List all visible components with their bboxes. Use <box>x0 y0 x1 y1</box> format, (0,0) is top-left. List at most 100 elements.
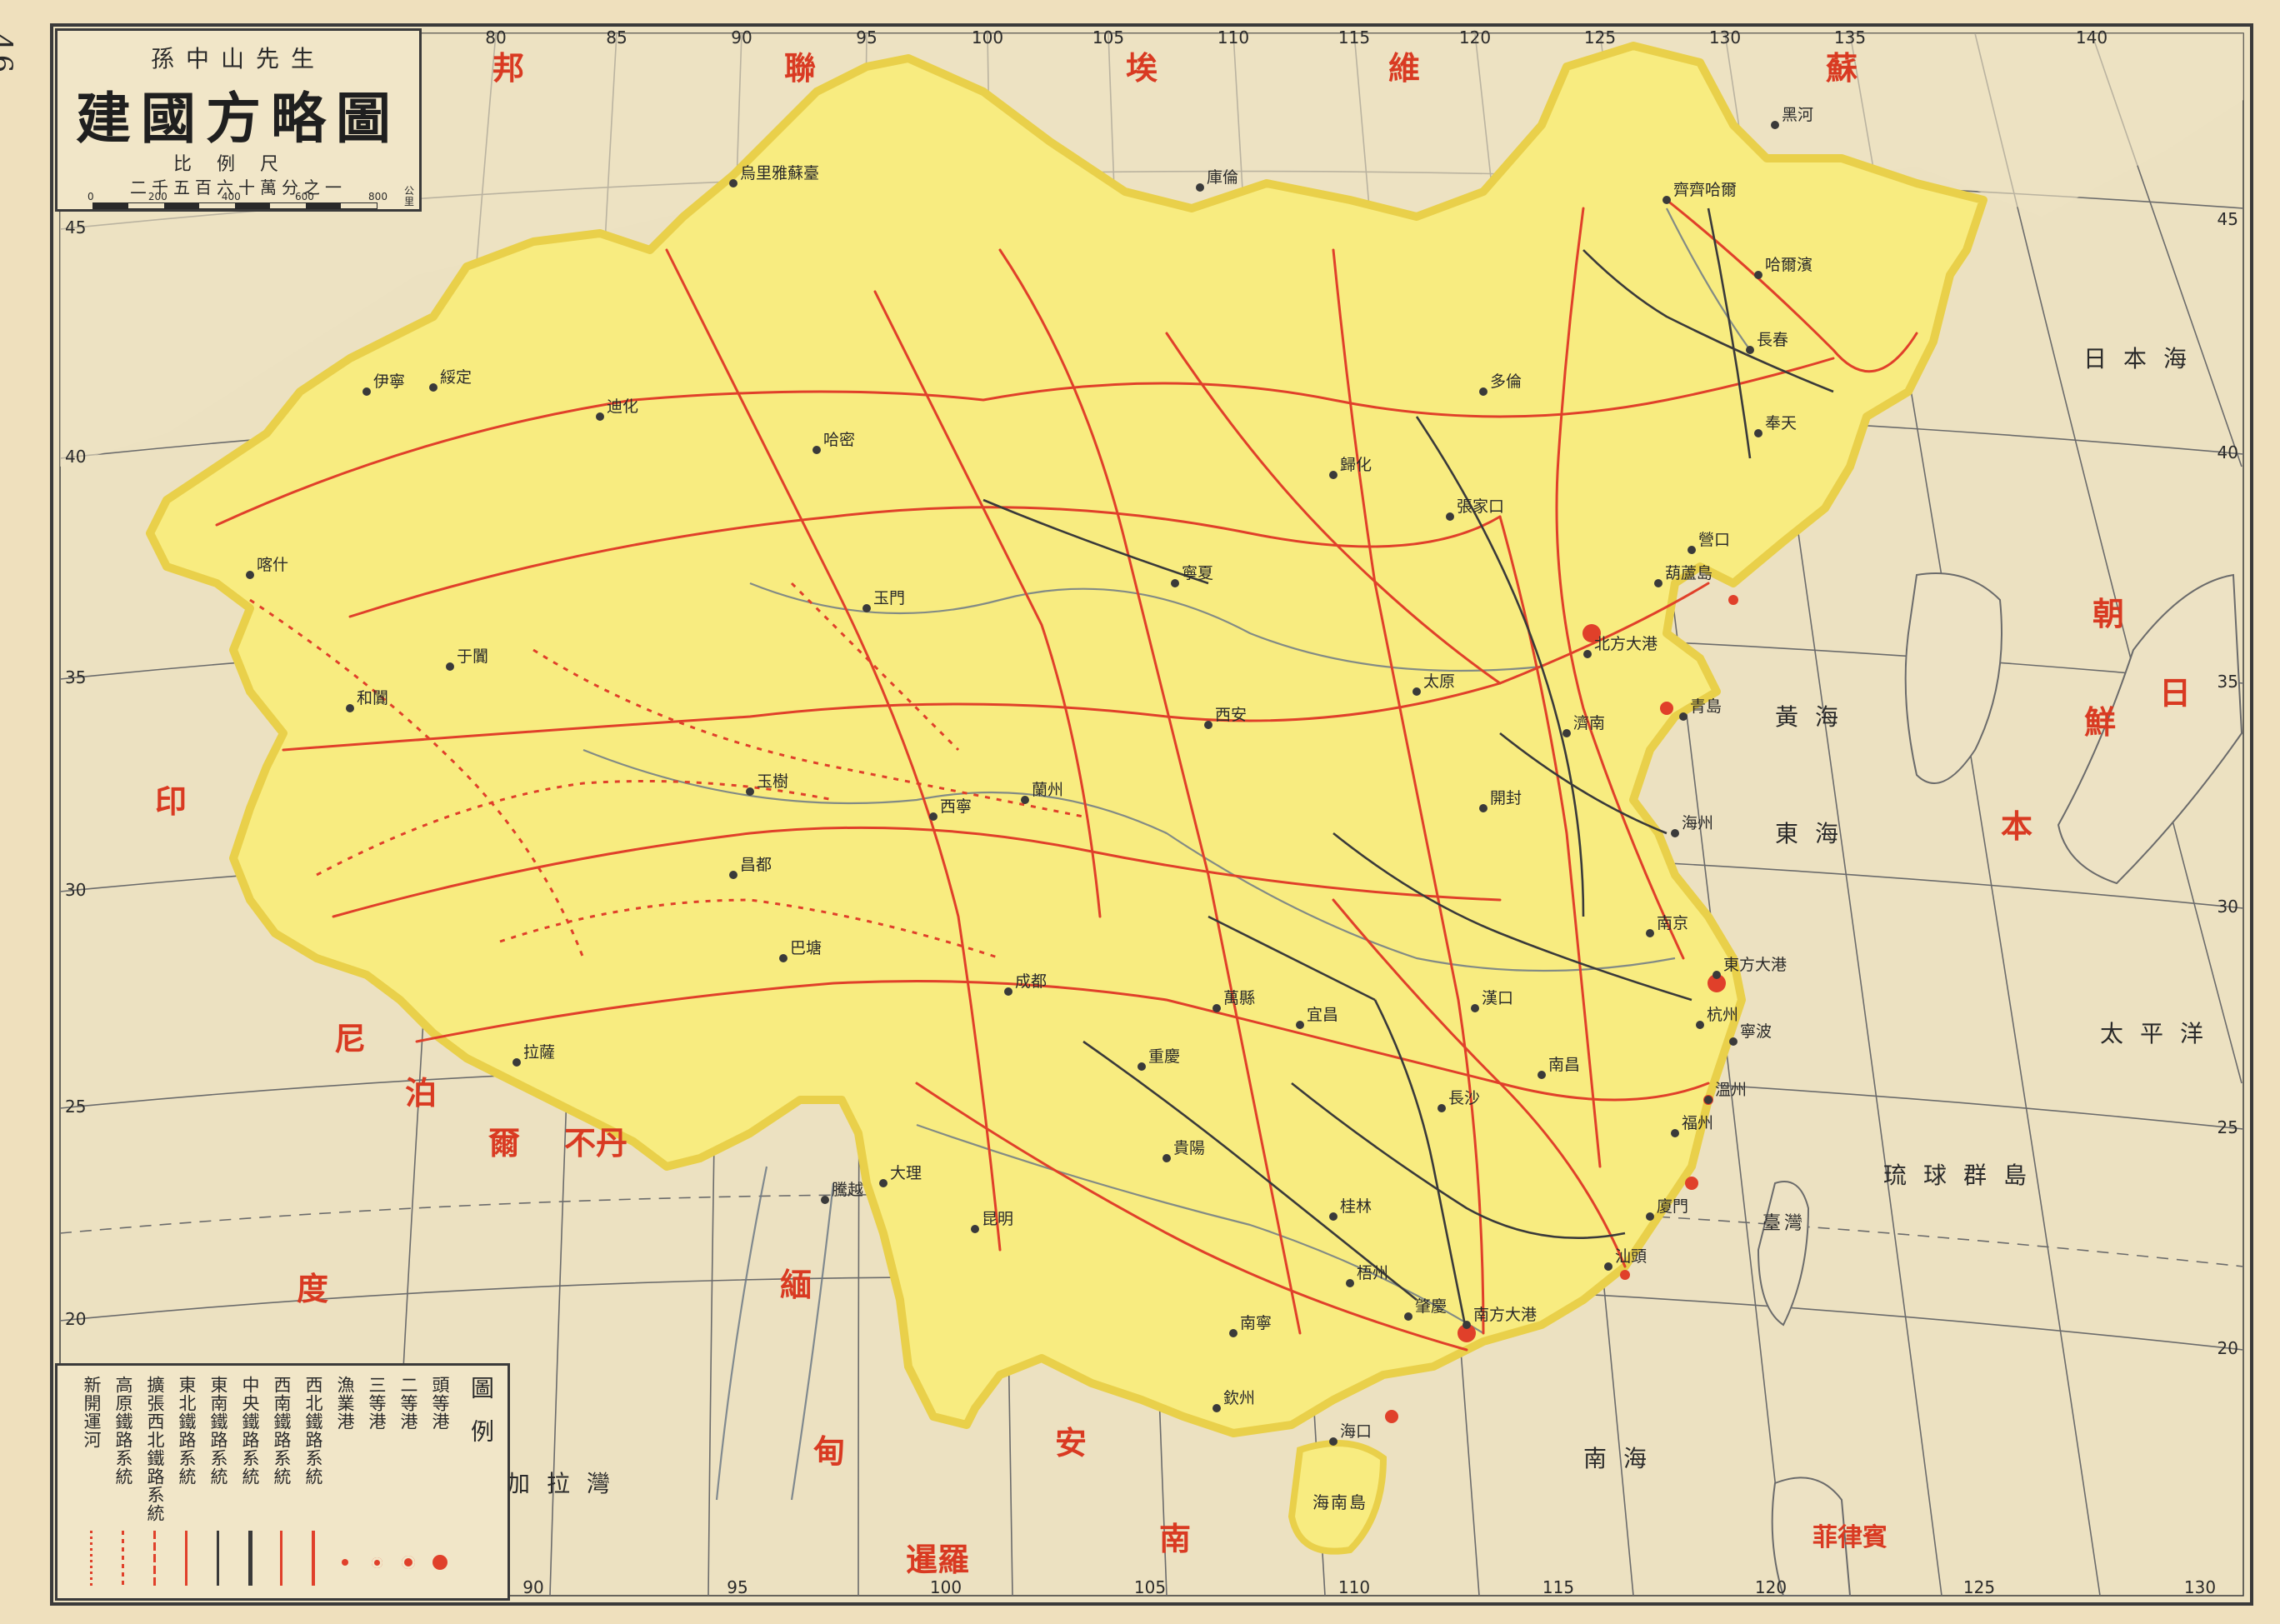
city-yingkou: 營口 <box>1688 531 1730 554</box>
city-kaifeng: 開封 <box>1479 789 1522 812</box>
legend-label: 頭等港 <box>430 1376 450 1431</box>
city-fuzhou: 福州 <box>1671 1114 1713 1137</box>
city-name: 寧夏 <box>1182 564 1213 582</box>
city-chongqing: 重慶 <box>1138 1047 1180 1071</box>
city-qingdao: 青島 <box>1679 697 1722 721</box>
city-marker <box>929 812 938 821</box>
city-name: 蘭州 <box>1032 781 1063 799</box>
lon-top-2: 90 <box>731 27 752 47</box>
city-lanzhou: 蘭州 <box>1021 781 1063 804</box>
label-philippines: 菲律賓 <box>1812 1523 1888 1552</box>
legend-item-rail-se: 東南鐵路系統 <box>202 1372 234 1589</box>
city-name: 開封 <box>1490 789 1522 807</box>
city-marker <box>1171 579 1179 587</box>
title-author: 孫中山先生 <box>150 45 326 72</box>
city-name: 和闐 <box>357 689 388 707</box>
city-marker <box>1212 1404 1221 1412</box>
label-nepal-3: 爾 <box>488 1124 520 1162</box>
legend-label: 東南鐵路系統 <box>208 1376 228 1486</box>
city-marker <box>1754 271 1762 279</box>
city-qiqihar: 齊齊哈爾 <box>1662 181 1737 204</box>
port-second-2 <box>1685 1177 1698 1190</box>
city-marker <box>1729 1037 1738 1046</box>
city-marker <box>346 704 354 712</box>
lat-left-5: 20 <box>65 1309 86 1329</box>
city-marker <box>879 1179 888 1187</box>
city-lhasa: 拉薩 <box>512 1043 555 1067</box>
city-marker <box>246 571 254 579</box>
city-name: 東方大港 <box>1723 956 1787 974</box>
city-marker <box>1754 429 1762 437</box>
city-name: 欽州 <box>1223 1389 1255 1407</box>
city-name: 營口 <box>1698 531 1730 549</box>
label-soviet-3: 埃 <box>1126 49 1158 87</box>
neighbor-labels: 蘇 維 埃 聯 邦 朝 鮮 日 本 印 度 尼 泊 爾 不丹 緬 甸 安 南 暹… <box>155 49 2191 1578</box>
land-hainan <box>1288 1440 1388 1555</box>
city-haikou: 海口 <box>1329 1422 1372 1446</box>
city-wanxian: 萬縣 <box>1212 989 1255 1012</box>
label-nepal-1: 尼 <box>334 1020 366 1057</box>
legend-label: 東北鐵路系統 <box>177 1376 197 1486</box>
title-box: 孫中山先生 建國方略圖 比例尺 二千五百六十萬分之一 0 200 400 600… <box>55 28 422 212</box>
label-annam-1: 安 <box>1055 1424 1087 1462</box>
city-wulumuqi: 烏里雅蘇臺 <box>729 164 819 187</box>
city-kunming: 昆明 <box>971 1210 1013 1233</box>
city-marker <box>971 1225 979 1233</box>
scale-tick-labels: 0 200 400 600 800 <box>88 191 388 202</box>
city-wenzhou: 溫州 <box>1704 1081 1747 1104</box>
label-nepal-2: 泊 <box>405 1074 437 1112</box>
city-name: 太原 <box>1423 672 1455 691</box>
label-korea-1: 朝 <box>2092 595 2124 632</box>
city-name: 福州 <box>1682 1114 1713 1132</box>
city-marker <box>1162 1154 1171 1162</box>
lon-top-1: 85 <box>606 27 627 47</box>
city-haizhou: 海州 <box>1671 814 1713 837</box>
city-yichang: 宜昌 <box>1296 1006 1338 1029</box>
city-marker <box>1646 1212 1654 1221</box>
city-marker <box>862 604 871 612</box>
lat-right-1: 40 <box>2218 442 2238 462</box>
city-marker <box>1462 1321 1471 1329</box>
port-second-1 <box>1660 702 1673 715</box>
scale-tick-0: 0 <box>88 191 94 202</box>
city-guilin: 桂林 <box>1329 1197 1372 1221</box>
lon-top-11: 135 <box>1834 27 1866 47</box>
city-marker <box>1604 1262 1612 1271</box>
label-annam-2: 南 <box>1159 1520 1191 1557</box>
city-dihua: 迪化 <box>596 397 638 421</box>
city-marker <box>746 787 754 796</box>
legend-item-port-3: 三等港 <box>361 1372 392 1589</box>
page-number: 46 <box>0 33 18 77</box>
city-name: 于闐 <box>457 647 488 666</box>
city-changdu: 昌都 <box>729 856 772 879</box>
city-changsha: 長沙 <box>1438 1089 1480 1112</box>
city-marker <box>1671 829 1679 837</box>
city-marker <box>1329 1212 1338 1221</box>
lon-top-3: 95 <box>856 27 877 47</box>
label-east-sea: 東海 <box>1775 820 1855 847</box>
city-name: 西安 <box>1215 706 1247 724</box>
city-name: 南昌 <box>1548 1056 1580 1074</box>
city-xining: 西寧 <box>929 797 972 821</box>
land-china <box>146 42 1988 1437</box>
city-marker <box>1679 712 1688 721</box>
legend-label: 二等港 <box>398 1376 418 1431</box>
city-name: 汕頭 <box>1615 1247 1647 1266</box>
city-dolon: 多倫 <box>1479 372 1522 396</box>
city-marker <box>1671 1129 1679 1137</box>
city-taiyuan: 太原 <box>1412 672 1455 696</box>
label-taiwan: 臺灣 <box>1762 1213 1806 1234</box>
lat-left-3: 30 <box>65 880 86 900</box>
city-name: 桂林 <box>1340 1197 1372 1216</box>
city-nanning: 南寧 <box>1229 1314 1272 1337</box>
lon-bot-2: 100 <box>930 1577 962 1597</box>
scale-tick-3: 600 <box>294 191 314 202</box>
city-name: 西寧 <box>940 797 972 816</box>
city-name: 南京 <box>1657 914 1688 932</box>
port-third-2 <box>1620 1270 1630 1280</box>
city-name: 伊寧 <box>373 372 405 391</box>
city-marker <box>1004 987 1012 996</box>
legend-box: 圖例 頭等港 二等港 三等港 漁業港 西北鐵路系統 西南鐵路系統 中央鐵路系統 東南鐵路系統東… <box>55 1363 510 1601</box>
city-guangzhou: 南方大港 <box>1462 1306 1537 1329</box>
